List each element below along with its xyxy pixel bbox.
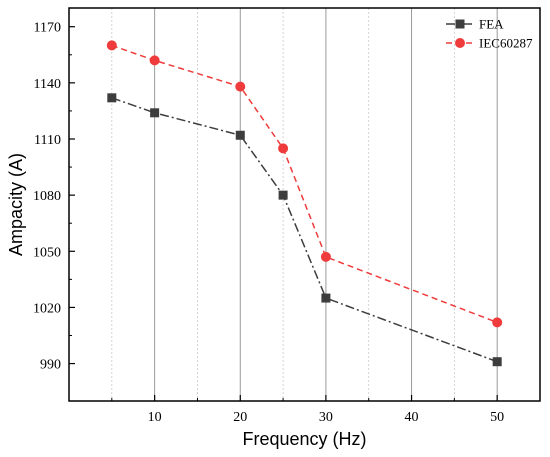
legend-label-iec60287: IEC60287 bbox=[479, 36, 533, 51]
series-fea bbox=[107, 93, 502, 367]
grid-layer bbox=[111, 8, 498, 401]
y-tick-label-1050: 1050 bbox=[33, 245, 61, 260]
data-point-iec60287 bbox=[320, 251, 331, 262]
data-point-fea bbox=[492, 357, 502, 367]
x-tick-label-50: 50 bbox=[490, 410, 504, 425]
y-tick-label-1170: 1170 bbox=[34, 21, 61, 36]
legend-marker-iec60287 bbox=[455, 38, 465, 48]
data-point-iec60287 bbox=[106, 40, 117, 51]
x-tick-label-10: 10 bbox=[148, 410, 162, 425]
y-tick-label-1110: 1110 bbox=[34, 133, 61, 148]
data-point-fea bbox=[235, 130, 245, 140]
data-point-fea bbox=[278, 190, 288, 200]
data-point-iec60287 bbox=[492, 317, 503, 328]
x-axis-title: Frequency (Hz) bbox=[242, 429, 366, 449]
y-tick-label-1080: 1080 bbox=[33, 189, 61, 204]
data-point-iec60287 bbox=[278, 143, 289, 154]
legend: FEA IEC60287 bbox=[446, 17, 533, 51]
data-point-iec60287 bbox=[235, 81, 246, 92]
series-line-iec60287 bbox=[111, 44, 498, 324]
y-tick-label-990: 990 bbox=[40, 358, 61, 373]
y-axis-title: Ampacity (A) bbox=[6, 153, 26, 256]
series-line-fea bbox=[111, 97, 498, 363]
legend-marker-fea bbox=[455, 19, 465, 29]
data-point-fea bbox=[107, 93, 117, 103]
data-point-iec60287 bbox=[149, 55, 160, 66]
data-point-fea bbox=[321, 293, 331, 303]
y-tick-label-1020: 1020 bbox=[33, 301, 61, 316]
series-iec60287 bbox=[106, 40, 503, 328]
x-tick-label-20: 20 bbox=[233, 410, 247, 425]
y-tick-label-1140: 1140 bbox=[34, 77, 61, 92]
x-tick-label-30: 30 bbox=[319, 410, 333, 425]
x-tick-label-40: 40 bbox=[405, 410, 419, 425]
legend-label-fea: FEA bbox=[479, 17, 504, 32]
data-point-fea bbox=[150, 108, 160, 118]
series-layer bbox=[106, 40, 503, 367]
plot-frame bbox=[68, 7, 541, 402]
